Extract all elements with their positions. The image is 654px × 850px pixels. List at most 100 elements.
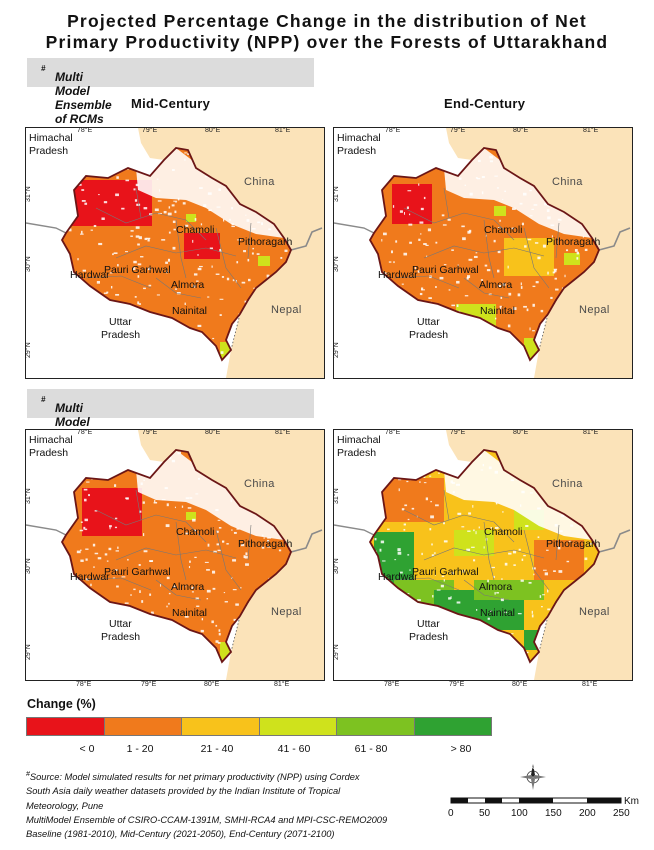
non-forest-speck — [201, 618, 204, 621]
non-forest-speck — [217, 642, 221, 644]
non-forest-speck — [409, 213, 411, 216]
china-nepal-region — [138, 430, 324, 680]
non-forest-speck — [77, 258, 79, 261]
non-forest-speck — [502, 283, 506, 286]
non-forest-speck — [429, 528, 432, 531]
map-rcp45-end: Himachal Pradesh China Nepal Uttar Pradesh Pit… — [333, 127, 633, 379]
non-forest-speck — [154, 500, 156, 502]
non-forest-speck — [467, 275, 471, 279]
non-forest-speck — [187, 507, 192, 509]
non-forest-speck — [124, 602, 129, 604]
district-boundary — [483, 521, 495, 581]
non-forest-speck — [419, 221, 424, 224]
non-forest-speck — [471, 546, 475, 548]
non-forest-speck — [417, 599, 421, 602]
non-forest-speck — [149, 213, 153, 216]
class-patch — [66, 180, 152, 226]
non-forest-speck — [231, 225, 235, 228]
non-forest-speck — [407, 518, 410, 521]
label-uttar: Uttar — [109, 316, 132, 328]
china-nepal-region — [446, 430, 632, 680]
non-forest-speck — [217, 519, 221, 521]
label-nepal: Nepal — [271, 304, 302, 316]
scale-tick-200: 200 — [579, 808, 596, 819]
title-line-1: Projected Percentage Change in the distr… — [67, 11, 587, 31]
non-forest-speck — [96, 280, 101, 284]
non-forest-speck — [166, 576, 170, 580]
non-forest-speck — [245, 552, 248, 556]
district-boundary — [135, 187, 142, 219]
non-forest-speck — [584, 248, 588, 252]
non-forest-speck — [423, 243, 427, 245]
source-line-5: Baseline (1981-2010), Mid-Century (2021-… — [26, 829, 335, 840]
non-forest-speck — [206, 598, 209, 600]
non-forest-speck — [403, 252, 408, 256]
lat-tick: 29°N — [25, 342, 32, 358]
non-forest-speck — [219, 248, 222, 252]
non-forest-speck — [397, 551, 402, 555]
non-forest-speck — [149, 560, 154, 562]
non-forest-speck — [435, 286, 437, 288]
non-forest-speck — [82, 269, 87, 272]
non-forest-speck — [280, 256, 283, 259]
non-forest-speck — [168, 592, 171, 595]
label-pithoragarh: Pithoragarh — [238, 236, 293, 248]
non-forest-speck — [135, 235, 140, 238]
non-forest-speck — [226, 277, 230, 281]
non-forest-speck — [216, 543, 220, 546]
non-forest-speck — [196, 280, 199, 282]
non-forest-speck — [456, 304, 459, 307]
non-forest-speck — [267, 546, 271, 548]
non-forest-speck — [517, 293, 521, 297]
non-forest-speck — [84, 498, 87, 502]
non-forest-speck — [161, 239, 166, 241]
non-forest-speck — [241, 281, 246, 284]
non-forest-speck — [215, 640, 219, 643]
non-forest-speck — [468, 258, 473, 261]
district-boundary — [463, 579, 510, 601]
lon-tick: 78°E — [77, 429, 93, 436]
non-forest-speck — [222, 540, 225, 543]
lon-tick: 79°E — [450, 429, 466, 436]
non-forest-speck — [90, 229, 93, 231]
non-forest-speck — [552, 271, 556, 274]
non-forest-speck — [251, 252, 254, 255]
label-almora: Almora — [479, 581, 513, 593]
non-forest-speck — [143, 287, 146, 290]
non-forest-zone — [136, 450, 284, 540]
label-chamoli: Chamoli — [176, 526, 215, 538]
non-forest-speck — [247, 278, 251, 282]
district-boundary — [555, 222, 560, 259]
non-forest-speck — [103, 201, 108, 204]
label-almora: Almora — [171, 279, 205, 291]
non-forest-speck — [136, 203, 141, 206]
district-boundary — [155, 579, 202, 601]
class-patch — [392, 184, 432, 224]
non-forest-speck — [540, 309, 544, 313]
non-forest-speck — [383, 232, 387, 236]
non-forest-speck — [212, 570, 216, 574]
non-forest-speck — [108, 547, 112, 551]
non-forest-speck — [115, 550, 119, 552]
non-forest-speck — [529, 327, 531, 331]
non-forest-speck — [133, 588, 136, 591]
non-forest-speck — [507, 265, 509, 269]
non-forest-speck — [130, 235, 133, 237]
non-forest-speck — [525, 525, 529, 527]
district-boundary — [175, 521, 187, 581]
non-forest-speck — [496, 592, 499, 594]
non-forest-speck — [209, 247, 214, 250]
non-forest-speck — [408, 223, 413, 226]
non-forest-speck — [188, 566, 191, 569]
non-forest-zone — [444, 148, 592, 238]
district-boundary — [95, 509, 207, 543]
non-forest-speck — [523, 305, 527, 308]
district-boundary — [423, 547, 545, 561]
non-forest-speck — [166, 270, 168, 274]
non-forest-speck — [116, 585, 119, 588]
class-patch — [504, 238, 554, 276]
non-forest-speck — [121, 207, 125, 210]
non-forest-speck — [140, 256, 144, 258]
label-china: China — [552, 176, 583, 188]
non-forest-speck — [244, 300, 248, 303]
